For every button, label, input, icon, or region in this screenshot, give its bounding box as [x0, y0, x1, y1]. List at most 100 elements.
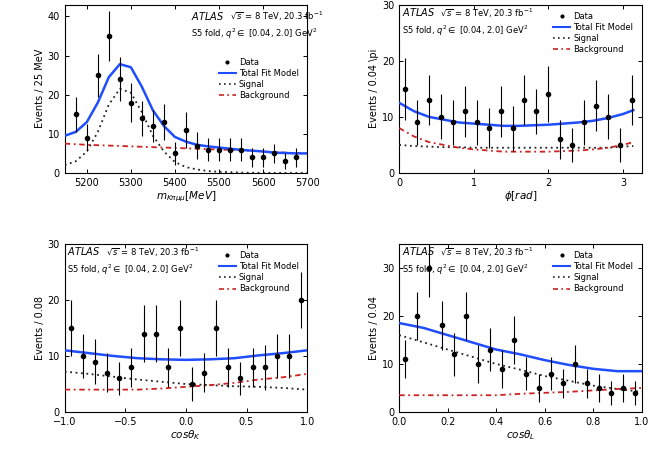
Total Fit Model [279, 350, 287, 356]
Background [395, 393, 403, 398]
Text: $\sqrt{s}$ = 8 TeV, 20.3 fb$^{-1}$: $\sqrt{s}$ = 8 TeV, 20.3 fb$^{-1}$ [441, 245, 533, 259]
Signal [515, 145, 522, 150]
Signal [105, 102, 113, 107]
Background [629, 139, 637, 145]
Background [61, 387, 69, 393]
Signal [395, 142, 403, 148]
Total Fit Model [629, 107, 637, 113]
Total Fit Model [485, 122, 492, 127]
Signal [270, 170, 278, 176]
Background [455, 145, 463, 150]
Line: Signal: Signal [65, 372, 307, 390]
Total Fit Model [565, 362, 573, 368]
Signal [468, 354, 476, 360]
Total Fit Model [638, 369, 645, 374]
Legend: Data, Total Fit Model, Signal, Background: Data, Total Fit Model, Signal, Backgroun… [217, 56, 301, 101]
Y-axis label: Events / 0.04: Events / 0.04 [369, 296, 379, 360]
Signal [292, 170, 300, 176]
Signal [470, 145, 478, 150]
Total Fit Model [292, 150, 300, 156]
Background [279, 375, 287, 380]
Background [61, 141, 69, 146]
Total Fit Model [83, 119, 91, 125]
Background [158, 386, 166, 391]
Total Fit Model [85, 350, 93, 356]
Total Fit Model [127, 64, 135, 70]
Total Fit Model [395, 100, 403, 106]
Total Fit Model [470, 121, 478, 126]
Total Fit Model [105, 74, 113, 80]
Total Fit Model [589, 366, 597, 371]
Signal [444, 347, 452, 352]
Total Fit Model [574, 120, 582, 125]
Signal [182, 164, 190, 170]
Signal [231, 383, 238, 389]
Total Fit Model [116, 62, 124, 67]
Signal [425, 144, 433, 150]
Signal [419, 339, 427, 345]
Background [127, 144, 135, 149]
Signal [485, 145, 492, 150]
Signal [574, 145, 582, 150]
Total Fit Model [255, 353, 262, 358]
Signal [410, 143, 418, 149]
Text: S5 fold, $q^{2} \in$ [0.04, 2.0] GeV$^{2}$: S5 fold, $q^{2} \in$ [0.04, 2.0] GeV$^{2… [402, 23, 528, 38]
Legend: Data, Total Fit Model, Signal, Background: Data, Total Fit Model, Signal, Backgroun… [551, 250, 635, 295]
Line: Background: Background [399, 128, 633, 152]
Line: Signal: Signal [65, 89, 307, 173]
Total Fit Model [515, 123, 522, 129]
Text: $\sqrt{s}$ = 8 TeV, 20.3 fb$^{-1}$: $\sqrt{s}$ = 8 TeV, 20.3 fb$^{-1}$ [229, 10, 323, 23]
X-axis label: $m_{K\pi\mu\mu} [MeV]$: $m_{K\pi\mu\mu} [MeV]$ [156, 189, 216, 204]
Total Fit Model [193, 142, 201, 148]
Signal [226, 169, 234, 175]
Signal [492, 361, 500, 367]
Background [515, 149, 522, 155]
Total Fit Model [61, 133, 69, 138]
Background [638, 385, 645, 391]
Total Fit Model [206, 357, 214, 362]
Text: $\sqrt{s}$ = 8 TeV, 20.3 fb$^{-1}$: $\sqrt{s}$ = 8 TeV, 20.3 fb$^{-1}$ [441, 6, 533, 20]
Total Fit Model [540, 357, 548, 363]
Signal [395, 332, 403, 338]
Background [574, 148, 582, 153]
Signal [127, 90, 135, 95]
Line: Background: Background [65, 374, 307, 390]
Signal [279, 385, 287, 391]
Signal [193, 167, 201, 172]
Background [485, 148, 492, 153]
Background [468, 393, 476, 398]
Text: S5 fold, $q^{2} \in$ [0.04, 2.0] GeV$^{2}$: S5 fold, $q^{2} \in$ [0.04, 2.0] GeV$^{2… [402, 262, 528, 276]
Total Fit Model [444, 332, 452, 338]
Background [589, 388, 597, 393]
Total Fit Model [500, 123, 507, 129]
Background [395, 125, 403, 131]
X-axis label: $cos \theta_{L}$: $cos \theta_{L}$ [505, 428, 535, 442]
Background [281, 150, 289, 156]
Total Fit Model [215, 145, 223, 150]
Text: $\it{ATLAS}$: $\it{ATLAS}$ [191, 10, 224, 22]
Signal [85, 371, 93, 377]
Signal [206, 382, 214, 388]
Signal [455, 144, 463, 150]
Signal [158, 379, 166, 385]
Text: $\it{ATLAS}$: $\it{ATLAS}$ [402, 6, 435, 19]
Total Fit Model [425, 114, 433, 119]
Background [619, 142, 627, 148]
Signal [149, 133, 157, 138]
Background [133, 387, 141, 393]
Background [516, 391, 524, 397]
Total Fit Model [259, 149, 267, 154]
Background [492, 393, 500, 398]
Total Fit Model [589, 118, 597, 124]
Total Fit Model [237, 147, 245, 153]
Line: Total Fit Model: Total Fit Model [399, 103, 633, 126]
Signal [94, 129, 102, 135]
Total Fit Model [182, 357, 190, 363]
Signal [237, 170, 245, 175]
Total Fit Model [231, 356, 238, 361]
Total Fit Model [395, 320, 403, 326]
Text: $\it{ATLAS}$: $\it{ATLAS}$ [402, 245, 435, 257]
Total Fit Model [614, 369, 621, 374]
Signal [604, 145, 612, 150]
Total Fit Model [160, 123, 168, 129]
